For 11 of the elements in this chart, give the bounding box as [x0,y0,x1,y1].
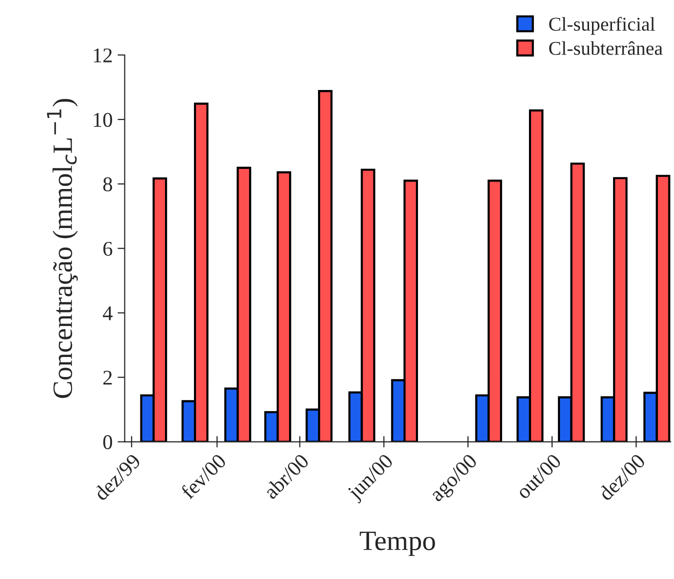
y-tick-label: 4 [102,306,113,320]
y-tick-label: 12 [94,48,112,62]
y-axis-title: Concentração (mmol$_{c}$L$^{−1}$) [47,98,78,398]
y-tick-label: 8 [103,177,112,192]
legend-label: Cl-subterrânea [549,41,663,55]
y-tick-label: 2 [103,370,112,385]
x-axis-title: Tempo [360,532,435,556]
y-tick-label: 0 [103,435,112,450]
y-tick-label: 10 [94,112,112,127]
legend-label: Cl-superficial [549,16,655,35]
y-tick-label: 6 [103,242,112,256]
